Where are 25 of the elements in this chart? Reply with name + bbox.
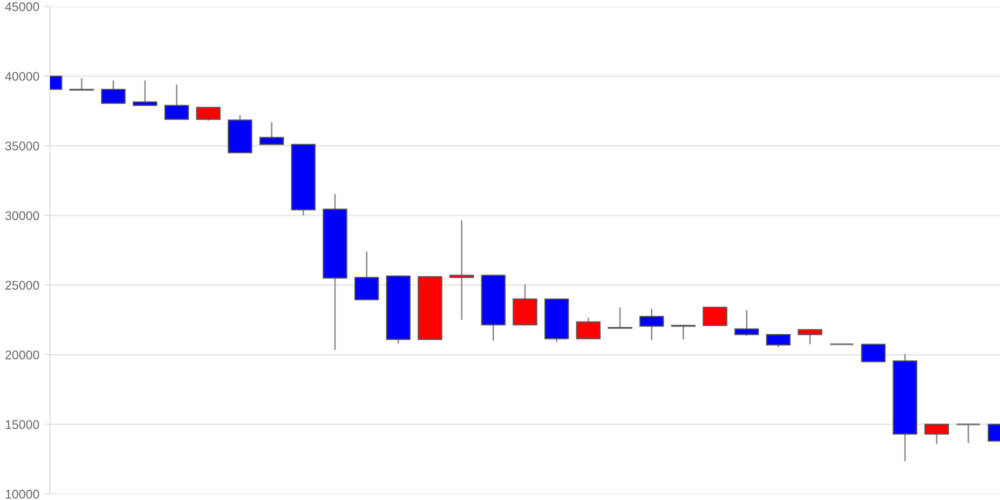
y-tick-label: 30000 (5, 211, 40, 220)
candlestick (196, 106, 221, 122)
candlestick (924, 424, 949, 445)
y-tick-label: 35000 (5, 142, 40, 150)
candlestick (702, 306, 728, 326)
y-tick-label: 25000 (5, 280, 40, 290)
candlestick (861, 344, 886, 362)
y-tick-label: 15000 (6, 420, 40, 430)
candlestick (639, 308, 664, 341)
y-tick-label: 45000 (5, 2, 40, 12)
candlestick (354, 250, 379, 300)
candlestick (576, 317, 601, 340)
candlestick (101, 80, 126, 104)
candlestick (956, 424, 981, 444)
y-tick-label: 40000 (5, 72, 40, 81)
candlestick (164, 84, 189, 120)
candlestick (132, 80, 158, 106)
candlestick (608, 306, 632, 329)
candlestick (734, 309, 759, 337)
candlestick (766, 333, 791, 348)
candlestick (449, 220, 474, 321)
candlestick (798, 328, 822, 345)
y-tick-label: 10000 (6, 490, 40, 499)
candlestick (259, 121, 284, 146)
y-tick-label: 20000 (5, 350, 40, 360)
